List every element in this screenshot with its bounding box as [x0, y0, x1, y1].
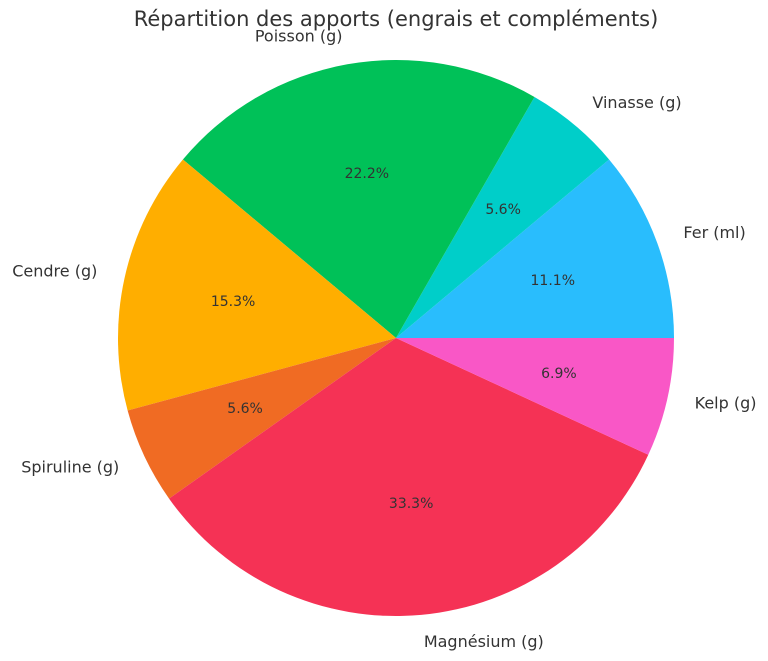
slice-label: Kelp (g)	[695, 393, 757, 412]
pie-slice	[182, 59, 535, 339]
value-label: 22.2%	[345, 166, 389, 182]
pie-slice	[396, 96, 610, 338]
pie-slice	[169, 338, 649, 616]
pie-slice	[396, 159, 674, 338]
slice-label: Vinasse (g)	[592, 93, 681, 112]
chart-title: Répartition des apports (engrais et comp…	[134, 7, 659, 31]
value-label: 6.9%	[541, 366, 577, 382]
pie-slice	[396, 338, 674, 455]
value-label: 15.3%	[211, 294, 255, 310]
slice-label: Poisson (g)	[255, 26, 343, 45]
slice-label: Cendre (g)	[12, 262, 97, 281]
value-label: 33.3%	[389, 496, 433, 512]
slice-label: Spiruline (g)	[21, 458, 119, 477]
value-label: 5.6%	[485, 202, 521, 218]
slice-label: Fer (ml)	[683, 223, 745, 242]
value-label: 5.6%	[227, 401, 263, 417]
pie-slice	[117, 159, 396, 411]
value-label: 11.1%	[531, 273, 575, 289]
pie-slice	[127, 338, 396, 499]
slice-label: Magnésium (g)	[424, 632, 544, 651]
